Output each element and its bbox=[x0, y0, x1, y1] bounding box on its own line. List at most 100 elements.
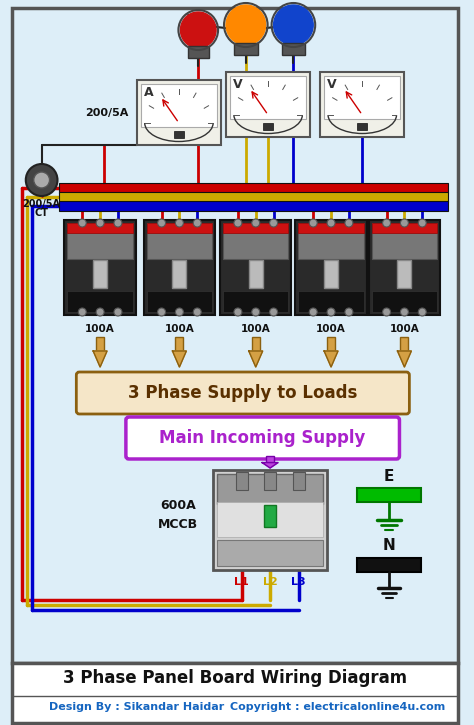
Circle shape bbox=[78, 308, 86, 316]
Circle shape bbox=[175, 219, 183, 227]
Bar bbox=[264, 505, 276, 527]
Text: CT: CT bbox=[35, 208, 49, 218]
Bar bbox=[220, 220, 292, 315]
Circle shape bbox=[234, 308, 242, 316]
Polygon shape bbox=[93, 351, 107, 367]
Circle shape bbox=[252, 308, 260, 316]
Polygon shape bbox=[262, 463, 278, 468]
Circle shape bbox=[114, 308, 122, 316]
Text: 200/5A: 200/5A bbox=[23, 199, 61, 209]
Bar bbox=[357, 558, 421, 572]
Bar bbox=[217, 540, 323, 566]
Bar bbox=[59, 183, 448, 193]
Text: 600A: 600A bbox=[161, 499, 196, 512]
Circle shape bbox=[193, 308, 201, 316]
Bar bbox=[174, 131, 184, 138]
Text: 3 Phase Supply to Loads: 3 Phase Supply to Loads bbox=[128, 384, 357, 402]
Circle shape bbox=[383, 308, 391, 316]
Text: Main Incoming Supply: Main Incoming Supply bbox=[159, 429, 366, 447]
Bar bbox=[67, 223, 133, 259]
Circle shape bbox=[418, 219, 426, 227]
Text: Design By : Sikandar Haidar: Design By : Sikandar Haidar bbox=[49, 702, 224, 712]
Bar bbox=[217, 502, 323, 537]
Bar bbox=[223, 223, 289, 259]
Bar bbox=[234, 43, 258, 55]
Bar bbox=[144, 220, 215, 315]
Text: 100A: 100A bbox=[85, 324, 115, 334]
Circle shape bbox=[157, 219, 165, 227]
Circle shape bbox=[270, 308, 278, 316]
Bar bbox=[59, 201, 448, 211]
Bar bbox=[223, 291, 289, 312]
Bar bbox=[398, 260, 411, 288]
Bar bbox=[12, 663, 458, 723]
Circle shape bbox=[383, 219, 391, 227]
Text: V: V bbox=[233, 78, 243, 91]
Bar bbox=[230, 76, 306, 119]
Bar bbox=[146, 291, 212, 312]
Bar bbox=[292, 472, 305, 490]
Polygon shape bbox=[324, 351, 338, 367]
Polygon shape bbox=[173, 351, 186, 367]
Bar bbox=[372, 223, 437, 233]
Circle shape bbox=[78, 219, 86, 227]
Bar bbox=[372, 291, 437, 312]
Bar bbox=[188, 46, 209, 58]
Bar bbox=[223, 223, 289, 233]
Bar bbox=[357, 123, 367, 130]
Text: N: N bbox=[383, 539, 395, 553]
Bar bbox=[249, 260, 263, 288]
FancyBboxPatch shape bbox=[126, 417, 400, 459]
Circle shape bbox=[418, 308, 426, 316]
Text: 3 Phase Panel Board Wiring Diagram: 3 Phase Panel Board Wiring Diagram bbox=[63, 669, 407, 687]
Bar bbox=[401, 337, 409, 351]
Bar bbox=[266, 456, 274, 463]
Circle shape bbox=[309, 308, 317, 316]
Circle shape bbox=[327, 219, 335, 227]
Bar bbox=[324, 76, 401, 119]
Text: MCCB: MCCB bbox=[158, 518, 199, 531]
Bar bbox=[298, 223, 364, 233]
Circle shape bbox=[327, 308, 335, 316]
Circle shape bbox=[273, 5, 313, 45]
Circle shape bbox=[270, 219, 278, 227]
Circle shape bbox=[157, 308, 165, 316]
Bar bbox=[327, 337, 335, 351]
Bar bbox=[59, 192, 448, 202]
Circle shape bbox=[181, 12, 216, 48]
Text: V: V bbox=[327, 78, 337, 91]
Bar bbox=[320, 72, 404, 137]
Bar bbox=[96, 337, 104, 351]
Bar bbox=[372, 223, 437, 259]
Text: Copyright : electricalonline4u.com: Copyright : electricalonline4u.com bbox=[230, 702, 445, 712]
Bar bbox=[217, 474, 323, 504]
Text: 200/5A: 200/5A bbox=[85, 107, 129, 117]
Bar bbox=[295, 220, 367, 315]
Polygon shape bbox=[398, 351, 411, 367]
Text: E: E bbox=[384, 468, 394, 484]
Bar bbox=[213, 470, 327, 570]
Bar bbox=[264, 472, 276, 490]
Text: L2: L2 bbox=[263, 577, 277, 587]
Circle shape bbox=[34, 172, 50, 188]
Circle shape bbox=[96, 308, 104, 316]
Bar bbox=[369, 220, 440, 315]
Circle shape bbox=[193, 219, 201, 227]
Circle shape bbox=[175, 308, 183, 316]
Text: L1: L1 bbox=[234, 577, 249, 587]
Bar bbox=[298, 223, 364, 259]
Text: 100A: 100A bbox=[390, 324, 419, 334]
Circle shape bbox=[401, 219, 409, 227]
Bar bbox=[137, 80, 221, 145]
Bar bbox=[263, 123, 273, 130]
Bar bbox=[252, 337, 260, 351]
Bar bbox=[64, 220, 136, 315]
Text: 100A: 100A bbox=[164, 324, 194, 334]
Bar bbox=[226, 72, 310, 137]
Circle shape bbox=[401, 308, 409, 316]
Circle shape bbox=[96, 219, 104, 227]
Bar bbox=[357, 488, 421, 502]
Circle shape bbox=[309, 219, 317, 227]
Bar bbox=[236, 472, 247, 490]
Circle shape bbox=[252, 219, 260, 227]
